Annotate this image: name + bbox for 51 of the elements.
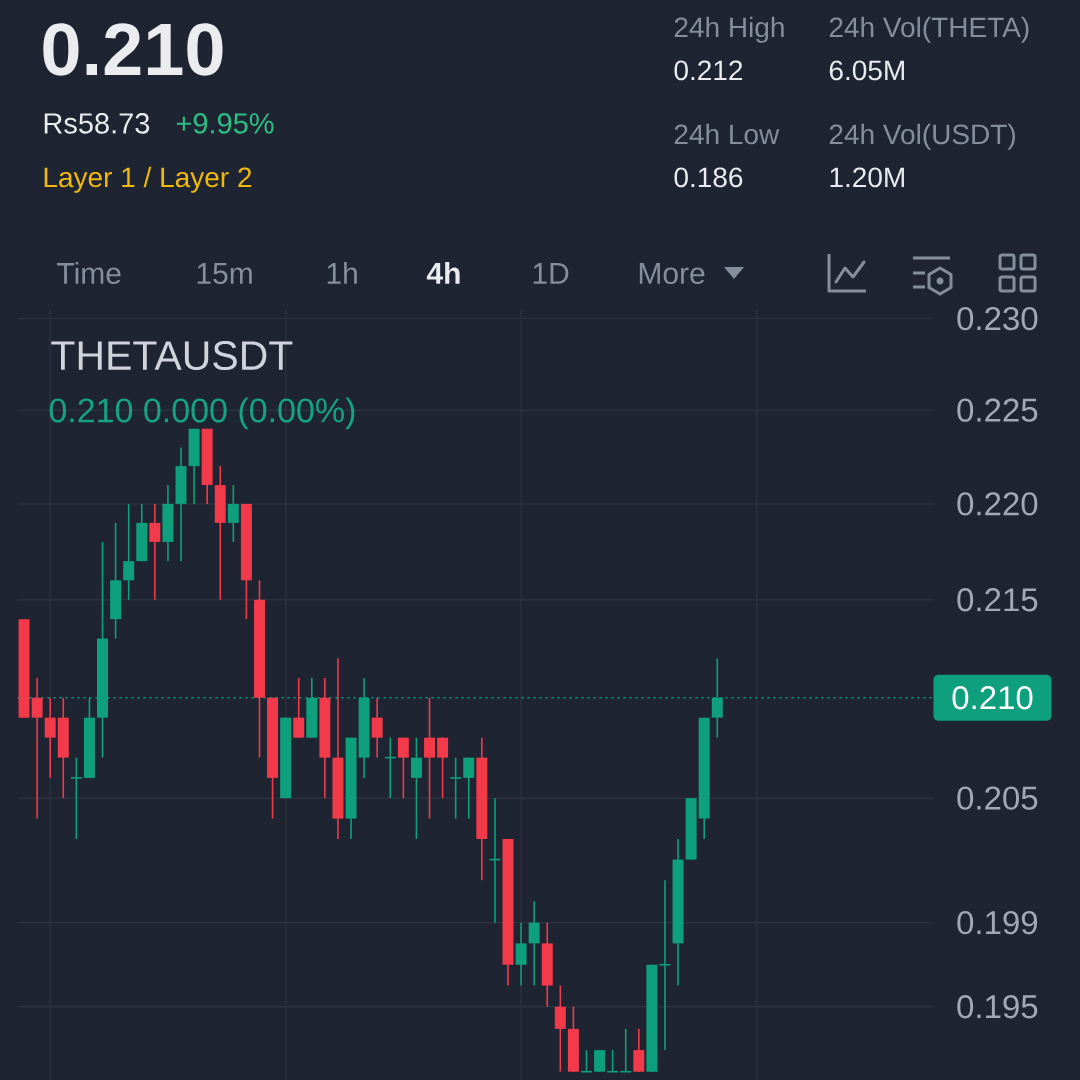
candlestick	[633, 1028, 645, 1073]
candlestick	[44, 696, 56, 779]
text: 24h Low	[674, 123, 780, 145]
y-tick-label: 0.220	[957, 492, 1038, 516]
text: 1D	[533, 263, 569, 284]
ref-line-label: 0.210	[952, 686, 1033, 710]
candlestick	[397, 736, 409, 799]
candlestick	[619, 1028, 633, 1073]
text: +9.95%	[176, 113, 274, 134]
candlestick	[515, 921, 527, 987]
candlestick	[149, 503, 161, 601]
candlestick	[449, 756, 462, 820]
candlestick	[424, 696, 436, 820]
candlestick	[580, 1049, 593, 1073]
text: 0.210	[43, 23, 223, 76]
text: 15m	[197, 263, 252, 285]
candlestick	[528, 900, 540, 987]
text: 0.186	[674, 167, 743, 188]
candlestick	[70, 756, 83, 840]
text: More	[639, 263, 705, 285]
text: Time	[57, 262, 121, 285]
annotation: 0.210 0.000 (0.00%)	[49, 397, 355, 430]
text: 24h Vol(THETA)	[829, 16, 1029, 43]
candlestick	[31, 677, 43, 820]
candlestick	[554, 984, 566, 1073]
y-tick-label: 0.199	[957, 910, 1038, 935]
y-tick-label: 0.230	[957, 306, 1038, 331]
candlestick	[123, 503, 135, 601]
text: THETAUSDT	[51, 341, 293, 371]
candlestick	[437, 736, 449, 799]
y-tick-label: 0.205	[957, 786, 1038, 810]
candlestick	[227, 484, 239, 543]
text: 24h Vol(USDT)	[829, 123, 1015, 150]
text: 1.20M	[830, 167, 904, 188]
text: 24h High	[674, 16, 784, 43]
text: Rs58.73	[44, 113, 150, 134]
text: 0.212	[674, 60, 743, 81]
y-tick-label: 0.195	[957, 995, 1038, 1019]
text: 4h	[426, 262, 460, 284]
y-tick-label: 0.215	[957, 588, 1038, 612]
candlestick	[371, 696, 383, 759]
text: 1h	[327, 262, 357, 284]
candlestick	[606, 1049, 619, 1073]
candlestick	[594, 1049, 606, 1073]
candlestick	[293, 677, 305, 739]
candlestick	[410, 736, 422, 840]
y-tick-label: 0.225	[957, 398, 1038, 422]
candlestick	[658, 879, 672, 1051]
text: 6.05M	[829, 60, 904, 81]
text: Layer 1 / Layer 2	[44, 166, 252, 193]
candlestick	[463, 756, 475, 820]
